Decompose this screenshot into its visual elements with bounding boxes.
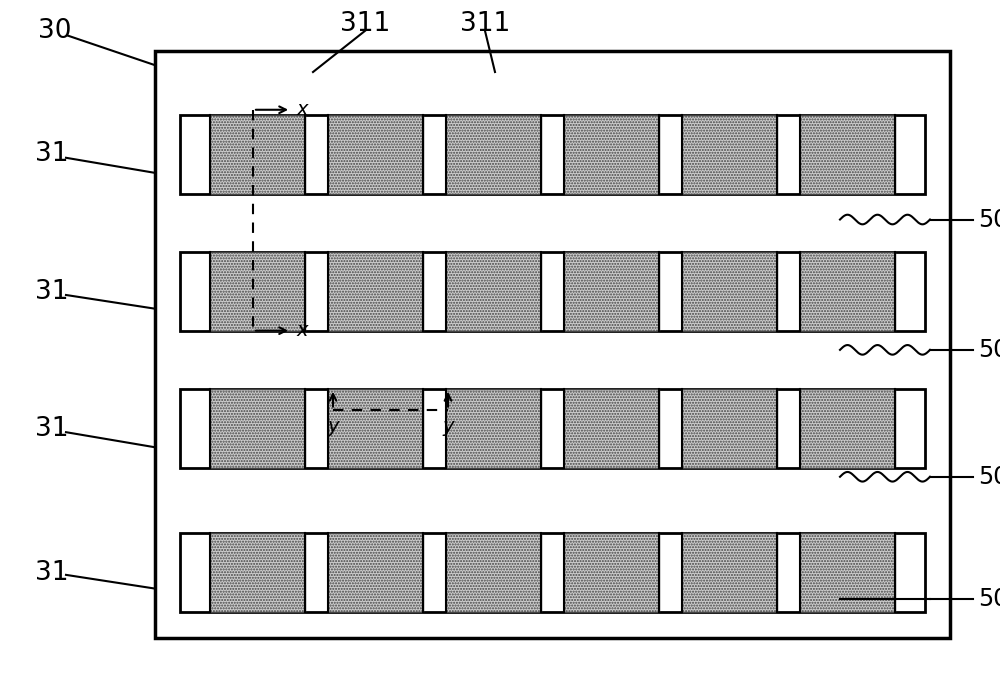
Text: 31: 31 (35, 279, 69, 305)
Text: 503: 503 (978, 338, 1000, 362)
Bar (210, 252, 305, 331)
Bar (564, 252, 659, 331)
Bar (180, 390, 925, 468)
Text: 311: 311 (460, 11, 510, 37)
Bar (682, 252, 777, 331)
Text: y: y (442, 417, 454, 436)
Bar (800, 115, 895, 193)
Bar (328, 534, 423, 612)
Bar (210, 534, 305, 612)
Bar (180, 115, 925, 193)
Bar (328, 115, 423, 193)
Bar (210, 390, 305, 468)
Bar (564, 390, 659, 468)
Bar (682, 115, 777, 193)
Bar (155, 51, 950, 638)
Text: 503: 503 (978, 465, 1000, 488)
Bar (180, 534, 925, 612)
Text: x: x (296, 100, 308, 119)
Bar (446, 390, 541, 468)
Bar (328, 252, 423, 331)
Bar (446, 534, 541, 612)
Bar (180, 252, 925, 331)
Text: 31: 31 (35, 141, 69, 167)
Bar (446, 115, 541, 193)
Text: 311: 311 (340, 11, 390, 37)
Text: 503: 503 (978, 208, 1000, 231)
Bar (564, 534, 659, 612)
Bar (800, 390, 895, 468)
Bar (564, 115, 659, 193)
Text: 30: 30 (38, 18, 72, 44)
Bar (800, 252, 895, 331)
Bar (682, 534, 777, 612)
Bar (328, 390, 423, 468)
Text: y: y (327, 417, 339, 436)
Text: 31: 31 (35, 560, 69, 586)
Bar (446, 252, 541, 331)
Bar (210, 115, 305, 193)
Text: 503: 503 (978, 587, 1000, 611)
Bar (800, 534, 895, 612)
Bar (682, 390, 777, 468)
Text: 31: 31 (35, 416, 69, 442)
Text: x: x (296, 321, 308, 340)
